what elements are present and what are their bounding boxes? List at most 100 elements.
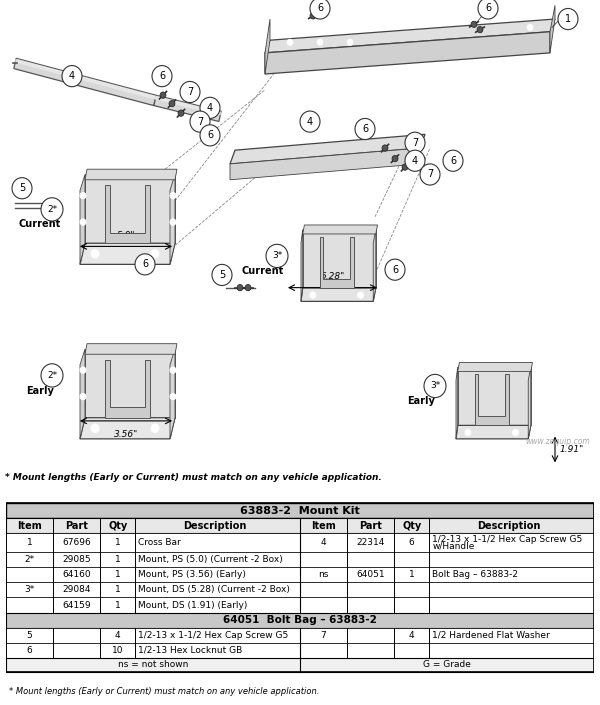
Circle shape: [310, 0, 330, 19]
Text: Bolt Bag – 63883-2: Bolt Bag – 63883-2: [432, 570, 518, 580]
Text: 3.56": 3.56": [114, 430, 138, 439]
Text: 6: 6: [207, 130, 213, 140]
Circle shape: [512, 429, 518, 436]
Polygon shape: [458, 367, 531, 425]
Text: 22314: 22314: [356, 538, 385, 547]
Text: 6: 6: [142, 259, 148, 269]
Circle shape: [151, 424, 159, 433]
Text: Mount, DS (5.28) (Current -2 Box): Mount, DS (5.28) (Current -2 Box): [139, 585, 290, 594]
Circle shape: [170, 367, 176, 374]
Text: 6: 6: [159, 71, 165, 81]
Circle shape: [180, 81, 200, 103]
Polygon shape: [456, 367, 458, 439]
Circle shape: [392, 155, 398, 161]
Text: 5: 5: [219, 270, 225, 280]
FancyBboxPatch shape: [6, 518, 594, 533]
Text: 7: 7: [197, 116, 203, 127]
Polygon shape: [528, 367, 531, 439]
Text: 4: 4: [409, 631, 415, 639]
Polygon shape: [170, 349, 175, 439]
Polygon shape: [320, 237, 354, 288]
Circle shape: [212, 264, 232, 286]
Polygon shape: [301, 230, 303, 302]
Text: 6: 6: [362, 124, 368, 134]
Polygon shape: [230, 134, 425, 164]
FancyBboxPatch shape: [6, 627, 594, 643]
Text: 3*: 3*: [272, 252, 282, 260]
Circle shape: [443, 150, 463, 171]
Text: 4: 4: [307, 116, 313, 127]
Circle shape: [91, 424, 99, 433]
Text: 1: 1: [115, 538, 121, 547]
Circle shape: [170, 219, 176, 226]
Circle shape: [424, 374, 446, 398]
Circle shape: [91, 250, 99, 258]
Circle shape: [80, 367, 86, 374]
Circle shape: [558, 8, 578, 30]
Circle shape: [45, 203, 51, 209]
Circle shape: [405, 133, 425, 154]
Text: Description: Description: [183, 521, 247, 531]
Polygon shape: [301, 288, 376, 302]
Polygon shape: [154, 95, 221, 121]
Circle shape: [170, 192, 176, 199]
Text: 1: 1: [409, 570, 415, 580]
Circle shape: [41, 197, 63, 221]
Polygon shape: [105, 360, 150, 417]
Text: 2*: 2*: [47, 205, 57, 214]
FancyBboxPatch shape: [6, 552, 594, 568]
Circle shape: [200, 97, 220, 118]
Text: 6: 6: [317, 4, 323, 13]
Polygon shape: [303, 230, 376, 288]
Circle shape: [385, 259, 405, 280]
Text: 5: 5: [26, 631, 32, 639]
Text: 64159: 64159: [62, 601, 91, 610]
Text: Mount, DS (1.91) (Early): Mount, DS (1.91) (Early): [139, 601, 248, 610]
Circle shape: [200, 125, 220, 146]
Text: 4: 4: [412, 156, 418, 166]
Text: 1/2 Hardened Flat Washer: 1/2 Hardened Flat Washer: [432, 631, 550, 639]
Polygon shape: [303, 225, 377, 234]
Polygon shape: [475, 374, 509, 425]
Polygon shape: [105, 185, 150, 243]
Text: 64160: 64160: [62, 570, 91, 580]
Circle shape: [465, 429, 471, 436]
Text: Current: Current: [19, 219, 61, 229]
Text: Mount, PS (5.0) (Current -2 Box): Mount, PS (5.0) (Current -2 Box): [139, 556, 283, 564]
Circle shape: [41, 364, 63, 387]
Circle shape: [160, 92, 166, 99]
FancyBboxPatch shape: [6, 658, 594, 673]
Text: 7: 7: [320, 631, 326, 639]
Text: 63883-2  Mount Kit: 63883-2 Mount Kit: [240, 505, 360, 515]
Text: Part: Part: [359, 521, 382, 531]
Circle shape: [80, 393, 86, 400]
Circle shape: [266, 245, 288, 267]
Polygon shape: [85, 343, 177, 355]
Text: 29084: 29084: [62, 585, 91, 594]
Text: 1.91": 1.91": [560, 445, 584, 454]
Circle shape: [237, 284, 243, 290]
Polygon shape: [170, 175, 175, 264]
Text: Current: Current: [242, 266, 284, 276]
Circle shape: [190, 111, 210, 133]
Text: 4: 4: [207, 103, 213, 113]
Polygon shape: [265, 32, 550, 74]
Text: 1/2-13 x 1-1/2 Hex Cap Screw G5: 1/2-13 x 1-1/2 Hex Cap Screw G5: [139, 631, 289, 639]
Text: Qty: Qty: [402, 521, 421, 531]
Text: 1/2-13 Hex Locknut GB: 1/2-13 Hex Locknut GB: [139, 646, 242, 655]
Text: 1: 1: [115, 556, 121, 564]
Circle shape: [135, 254, 155, 275]
Circle shape: [62, 66, 82, 87]
Text: 1: 1: [26, 538, 32, 547]
Text: 3*: 3*: [430, 381, 440, 391]
Polygon shape: [14, 59, 156, 106]
Circle shape: [300, 111, 320, 133]
Text: 1: 1: [115, 601, 121, 610]
Text: Description: Description: [477, 521, 541, 531]
Polygon shape: [550, 5, 555, 53]
Text: 4: 4: [115, 631, 121, 639]
Circle shape: [287, 39, 293, 45]
Polygon shape: [85, 349, 175, 417]
Text: 1/2-13 x 1-1/2 Hex Cap Screw G5: 1/2-13 x 1-1/2 Hex Cap Screw G5: [432, 535, 583, 544]
Circle shape: [170, 393, 176, 400]
